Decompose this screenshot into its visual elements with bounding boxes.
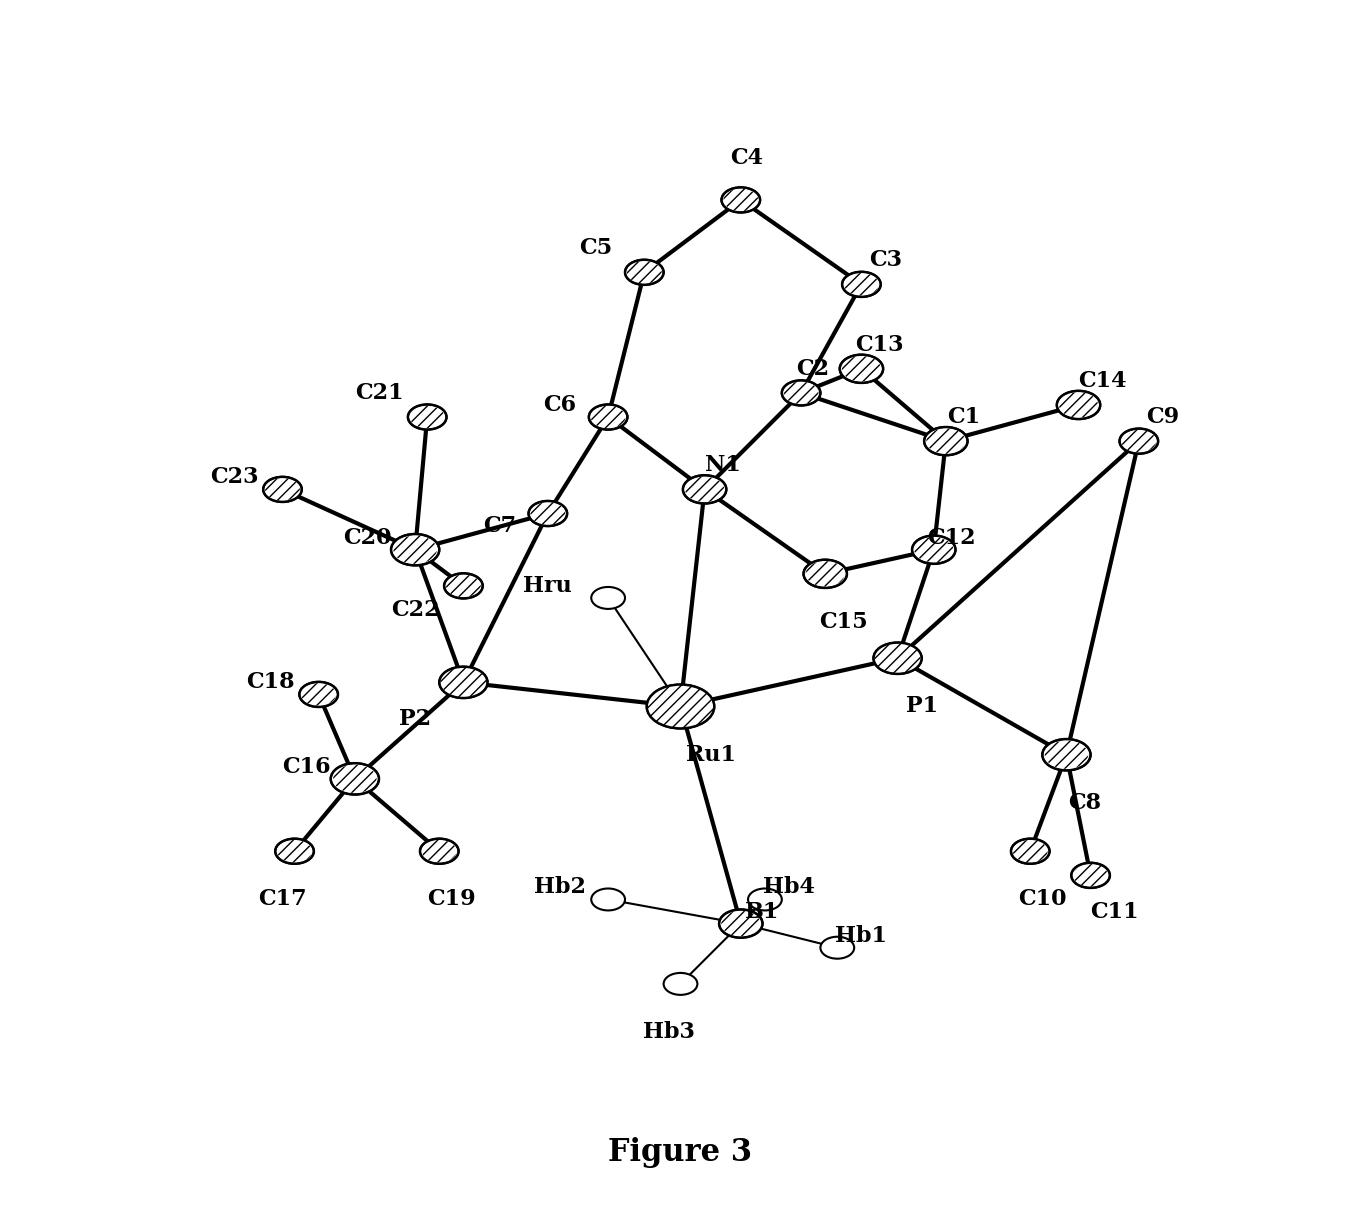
Ellipse shape bbox=[646, 684, 715, 728]
Text: C20: C20 bbox=[343, 527, 391, 549]
Ellipse shape bbox=[664, 972, 697, 994]
Ellipse shape bbox=[299, 682, 338, 706]
Ellipse shape bbox=[1045, 741, 1089, 769]
Text: C14: C14 bbox=[1078, 370, 1127, 392]
Text: Hru: Hru bbox=[524, 575, 572, 597]
Ellipse shape bbox=[803, 560, 847, 588]
Ellipse shape bbox=[441, 667, 486, 698]
Text: C8: C8 bbox=[1068, 792, 1101, 814]
Ellipse shape bbox=[749, 888, 781, 910]
Text: Hb3: Hb3 bbox=[642, 1021, 694, 1043]
Ellipse shape bbox=[685, 477, 724, 503]
Ellipse shape bbox=[528, 501, 568, 526]
Ellipse shape bbox=[263, 477, 302, 501]
Text: C19: C19 bbox=[427, 888, 475, 910]
Ellipse shape bbox=[912, 536, 955, 564]
Ellipse shape bbox=[784, 382, 818, 404]
Text: C10: C10 bbox=[1018, 888, 1067, 910]
Ellipse shape bbox=[265, 478, 299, 500]
Ellipse shape bbox=[331, 764, 378, 794]
Ellipse shape bbox=[781, 381, 821, 405]
Ellipse shape bbox=[410, 406, 445, 428]
Text: C22: C22 bbox=[391, 599, 440, 621]
Ellipse shape bbox=[724, 189, 758, 211]
Text: C1: C1 bbox=[947, 406, 980, 428]
Ellipse shape bbox=[1121, 429, 1157, 453]
Text: C3: C3 bbox=[870, 249, 902, 271]
Ellipse shape bbox=[301, 683, 336, 705]
Text: C16: C16 bbox=[282, 756, 331, 778]
Ellipse shape bbox=[627, 261, 661, 283]
Ellipse shape bbox=[842, 272, 881, 296]
Ellipse shape bbox=[1071, 863, 1109, 888]
Ellipse shape bbox=[840, 355, 883, 383]
Text: Ru1: Ru1 bbox=[686, 744, 736, 766]
Ellipse shape bbox=[1120, 428, 1158, 454]
Ellipse shape bbox=[924, 427, 968, 455]
Text: P2: P2 bbox=[399, 708, 431, 730]
Text: B1: B1 bbox=[746, 900, 780, 922]
Ellipse shape bbox=[275, 838, 314, 864]
Ellipse shape bbox=[646, 684, 715, 728]
Ellipse shape bbox=[1059, 393, 1098, 417]
Text: C13: C13 bbox=[855, 333, 904, 356]
Ellipse shape bbox=[591, 888, 625, 910]
Text: N1: N1 bbox=[705, 454, 740, 476]
Ellipse shape bbox=[531, 503, 565, 525]
Ellipse shape bbox=[683, 476, 727, 504]
Text: C6: C6 bbox=[543, 394, 577, 416]
Ellipse shape bbox=[1011, 838, 1049, 864]
Ellipse shape bbox=[721, 911, 761, 936]
Ellipse shape bbox=[421, 838, 459, 864]
Text: C4: C4 bbox=[731, 146, 764, 168]
Text: C15: C15 bbox=[819, 611, 868, 633]
Ellipse shape bbox=[875, 643, 920, 673]
Text: C7: C7 bbox=[483, 515, 516, 537]
Ellipse shape bbox=[333, 765, 377, 793]
Ellipse shape bbox=[1013, 839, 1048, 863]
Ellipse shape bbox=[874, 643, 921, 673]
Ellipse shape bbox=[915, 537, 953, 562]
Ellipse shape bbox=[391, 534, 440, 565]
Text: P1: P1 bbox=[905, 695, 938, 717]
Ellipse shape bbox=[842, 356, 881, 382]
Ellipse shape bbox=[591, 587, 625, 609]
Ellipse shape bbox=[721, 188, 759, 212]
Ellipse shape bbox=[440, 666, 487, 698]
Ellipse shape bbox=[806, 561, 845, 587]
Text: C2: C2 bbox=[796, 357, 830, 379]
Text: C12: C12 bbox=[928, 527, 976, 549]
Ellipse shape bbox=[719, 909, 762, 938]
Ellipse shape bbox=[927, 428, 965, 454]
Text: Hb2: Hb2 bbox=[534, 876, 585, 898]
Text: C9: C9 bbox=[1146, 406, 1180, 428]
Text: Hb4: Hb4 bbox=[764, 876, 815, 898]
Text: Figure 3: Figure 3 bbox=[608, 1137, 753, 1169]
Text: C18: C18 bbox=[246, 671, 295, 693]
Ellipse shape bbox=[393, 536, 437, 564]
Ellipse shape bbox=[1056, 390, 1100, 420]
Ellipse shape bbox=[591, 406, 626, 428]
Ellipse shape bbox=[446, 575, 480, 597]
Ellipse shape bbox=[278, 839, 312, 863]
Text: C21: C21 bbox=[355, 382, 403, 404]
Text: C5: C5 bbox=[580, 237, 612, 259]
Ellipse shape bbox=[844, 273, 879, 295]
Ellipse shape bbox=[1043, 739, 1090, 770]
Ellipse shape bbox=[589, 405, 627, 429]
Text: C11: C11 bbox=[1090, 900, 1139, 922]
Ellipse shape bbox=[408, 405, 446, 429]
Ellipse shape bbox=[444, 573, 483, 599]
Ellipse shape bbox=[1074, 864, 1108, 887]
Ellipse shape bbox=[422, 839, 457, 863]
Ellipse shape bbox=[821, 937, 855, 959]
Text: C17: C17 bbox=[259, 888, 306, 910]
Text: Hb1: Hb1 bbox=[836, 925, 887, 947]
Text: C23: C23 bbox=[210, 466, 259, 488]
Ellipse shape bbox=[625, 260, 664, 284]
